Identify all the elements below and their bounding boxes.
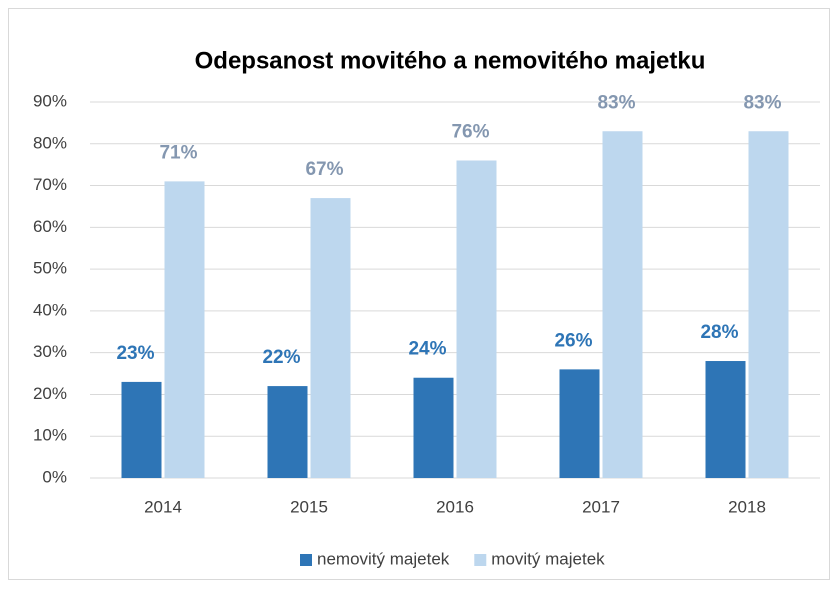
y-tick-label: 70% — [33, 175, 67, 194]
y-tick-label: 60% — [33, 217, 67, 236]
data-label: 83% — [743, 92, 781, 113]
legend-label: nemovitý majetek — [317, 549, 450, 568]
bar — [121, 381, 162, 478]
x-tick-label: 2014 — [144, 497, 182, 516]
bar — [267, 386, 308, 478]
data-label: 22% — [262, 347, 300, 368]
bar — [705, 361, 746, 478]
y-tick-label: 80% — [33, 133, 67, 152]
data-label: 76% — [451, 122, 489, 143]
data-label: 26% — [554, 330, 592, 351]
y-tick-label: 10% — [33, 426, 67, 445]
bar — [164, 181, 205, 478]
bar — [456, 160, 497, 478]
legend-label: movitý majetek — [491, 549, 605, 568]
legend-swatch — [300, 554, 312, 566]
data-label: 83% — [597, 92, 635, 113]
x-tick-label: 2015 — [290, 497, 328, 516]
chart-title: Odepsanost movitého a nemovitého majetku — [195, 47, 706, 74]
x-tick-label: 2016 — [436, 497, 474, 516]
y-tick-label: 30% — [33, 342, 67, 361]
data-label: 28% — [700, 322, 738, 343]
x-tick-label: 2017 — [582, 497, 620, 516]
data-label: 71% — [159, 142, 197, 163]
bar — [310, 198, 351, 479]
y-tick-label: 20% — [33, 384, 67, 403]
chart-border — [8, 8, 830, 580]
bar — [413, 377, 454, 478]
data-label: 23% — [116, 343, 154, 364]
y-tick-label: 0% — [42, 467, 67, 486]
bar — [748, 131, 789, 478]
bar — [602, 131, 643, 478]
y-tick-label: 50% — [33, 259, 67, 278]
legend-swatch — [474, 554, 487, 566]
bar — [559, 369, 600, 478]
y-tick-label: 90% — [33, 91, 67, 110]
data-label: 24% — [408, 339, 446, 360]
x-tick-label: 2018 — [728, 497, 766, 516]
data-label: 67% — [305, 159, 343, 180]
y-tick-label: 40% — [33, 300, 67, 319]
